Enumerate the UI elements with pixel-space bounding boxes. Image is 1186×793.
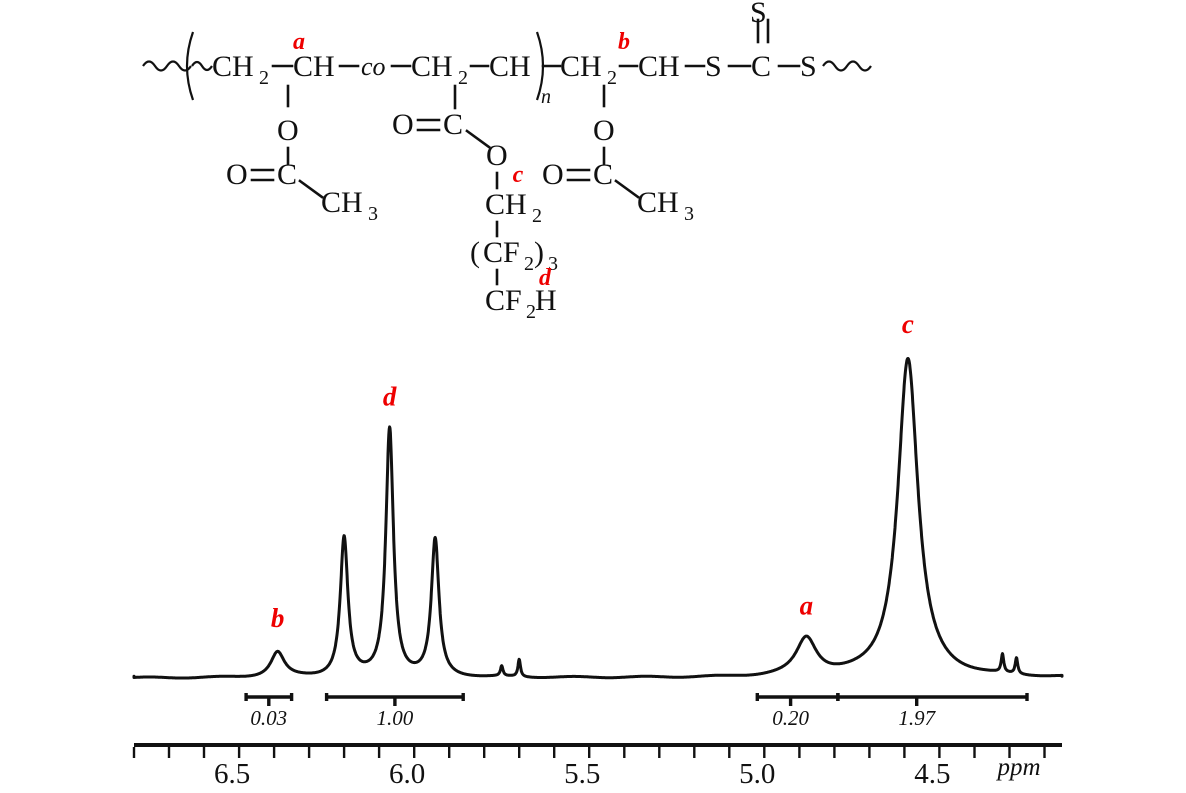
integral-value: 1.00 (377, 706, 414, 730)
atom-cf2h-subscript: 2 (526, 301, 536, 323)
axis-tick-label: 5.0 (739, 758, 775, 790)
atom-o-mid-ester: O (486, 139, 508, 172)
cf2-repeat-count: 3 (548, 253, 558, 275)
axis-ticks (132, 747, 1046, 758)
atom-cf2h: CF (485, 284, 522, 317)
atom-s-right: S (800, 50, 817, 83)
atom-o-right-ester: O (593, 114, 615, 147)
peak-label-group: b d a c (271, 309, 914, 633)
axis-tick-label: 6.0 (389, 758, 425, 790)
x-axis: 6.5 6.0 5.5 5.0 4.5 ppm (132, 743, 1062, 790)
atom-ch3-left: CH (321, 186, 363, 219)
atom-c-mid-carbonyl: C (443, 108, 463, 141)
bond-c-o-mid (465, 129, 491, 149)
spectrum-trace (132, 357, 1064, 680)
atom-c-thio: C (751, 50, 771, 83)
atom-ch2-2-subscript: 2 (458, 67, 468, 89)
atom-ch2-1-subscript: 2 (259, 67, 269, 89)
atom-s-top: S (750, 0, 767, 29)
structure-label-c: c (513, 162, 524, 188)
atom-cf2h-hydrogen: H (535, 284, 557, 317)
atom-ch2-fluoro-subscript: 2 (532, 205, 542, 227)
copolymer-co-text: co (361, 52, 386, 81)
spectrum-trace-group (132, 357, 1064, 680)
atom-s-left: S (705, 50, 722, 83)
structure-label-d: d (539, 265, 552, 291)
structure-label-b: b (618, 29, 630, 55)
wavy-bond-left (142, 60, 192, 72)
atom-ch-2: CH (489, 50, 531, 83)
peak-label-a: a (800, 591, 814, 621)
wavy-bond-inner (191, 60, 213, 72)
axis-tick-label: 6.5 (214, 758, 250, 790)
atom-ch-a: CH (293, 50, 335, 83)
atom-ch2-1: CH (212, 50, 254, 83)
atom-c-left-carbonyl: C (277, 158, 297, 191)
bond-c-ch3-right (614, 179, 640, 199)
atom-ch2-3-subscript: 2 (607, 67, 617, 89)
axis-tick-label: 4.5 (914, 758, 950, 790)
atom-o-right-carbonyl: O (542, 158, 564, 191)
integral-group: 0.03 1.00 0.20 1.97 (244, 693, 1029, 730)
axis-unit-label: ppm (995, 754, 1040, 781)
axis-tick-label: 5.5 (564, 758, 600, 790)
atom-cf2-repeat-subscript: 2 (524, 253, 534, 275)
integral-value: 1.97 (898, 706, 936, 730)
atom-o-mid-carbonyl: O (392, 108, 414, 141)
atom-ch2-2: CH (411, 50, 453, 83)
integral-value: 0.20 (772, 706, 809, 730)
atom-o-left-ester: O (277, 114, 299, 147)
axis-tick-labels: 6.5 6.0 5.5 5.0 4.5 (214, 758, 951, 790)
structure-label-a: a (293, 29, 305, 55)
subscript-n: n (541, 86, 551, 108)
peak-label-c: c (902, 309, 914, 339)
atom-ch-b: CH (638, 50, 680, 83)
integral-value: 0.03 (250, 706, 287, 730)
peak-label-b: b (271, 603, 285, 633)
wavy-bond-right (822, 60, 872, 72)
paren-close-cf2: ) (534, 236, 544, 269)
atom-ch3-left-subscript: 3 (368, 203, 378, 225)
atom-ch2-fluoro: CH (485, 188, 527, 221)
paren-open-cf2: ( (470, 236, 480, 269)
atom-cf2-repeat: CF (483, 236, 520, 269)
atom-o-left-carbonyl: O (226, 158, 248, 191)
atom-ch3-right: CH (637, 186, 679, 219)
atom-ch3-right-subscript: 3 (684, 203, 694, 225)
atom-c-right-carbonyl: C (593, 158, 613, 191)
bracket-open (185, 31, 195, 101)
atom-ch2-3: CH (560, 50, 602, 83)
bond-c-ch3-left (298, 179, 324, 199)
peak-label-d: d (383, 382, 397, 412)
